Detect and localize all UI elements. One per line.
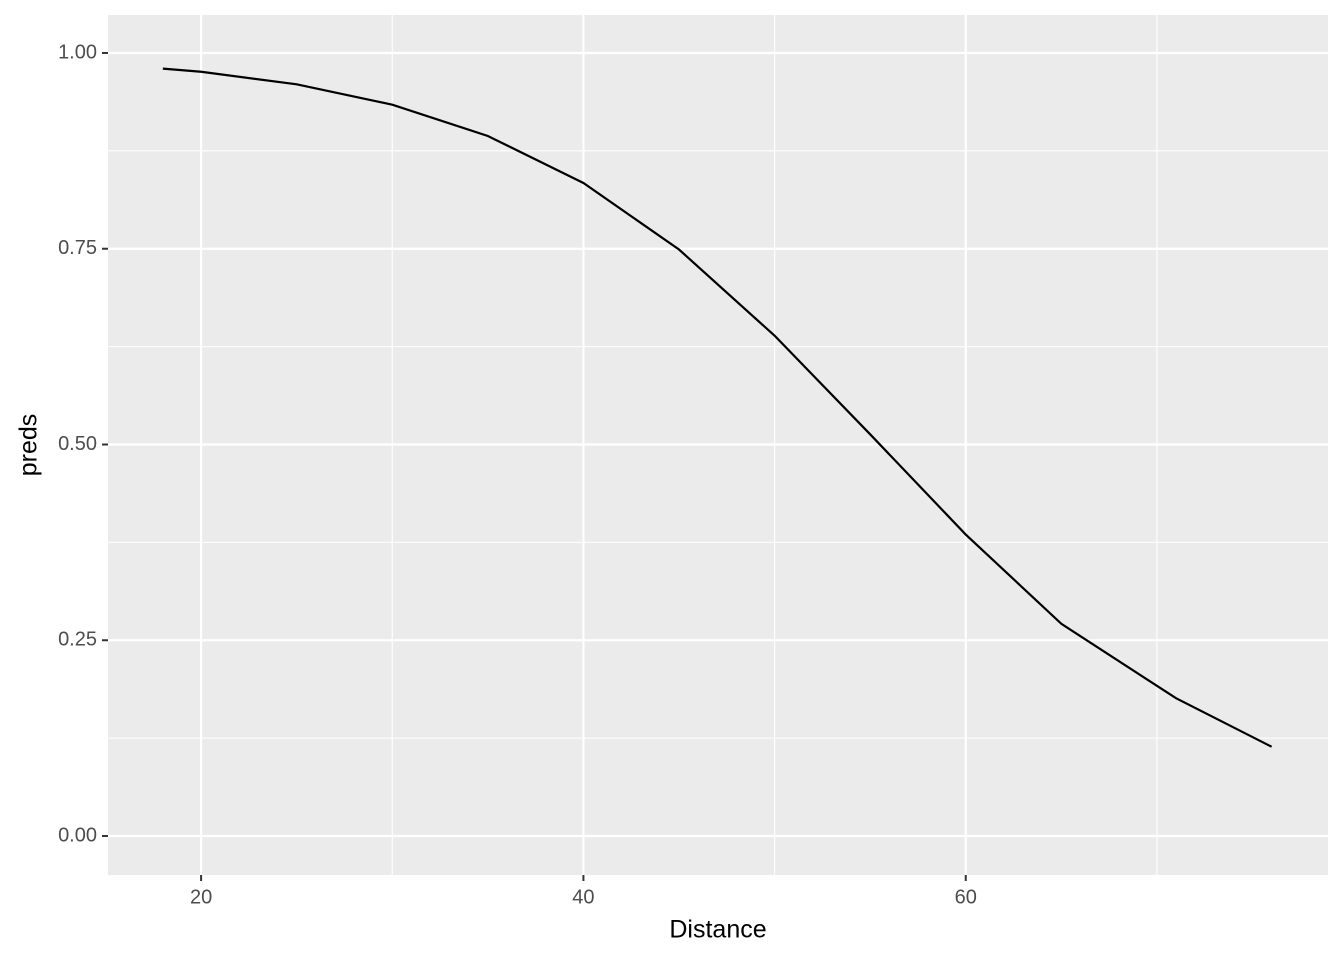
x-axis-title: Distance [669, 916, 766, 944]
x-tick-label: 20 [190, 886, 212, 908]
line-series [162, 67, 1273, 748]
y-tick-label: 0.75 [58, 237, 97, 259]
y-tick-label: 0.00 [58, 824, 97, 846]
y-tick-label: 1.00 [58, 41, 97, 63]
y-tick-label: 0.25 [58, 629, 97, 651]
x-tick-label: 40 [572, 886, 594, 908]
x-tick-label: 60 [955, 886, 977, 908]
y-axis-title: preds [15, 414, 43, 477]
y-tick-label: 0.50 [58, 433, 97, 455]
